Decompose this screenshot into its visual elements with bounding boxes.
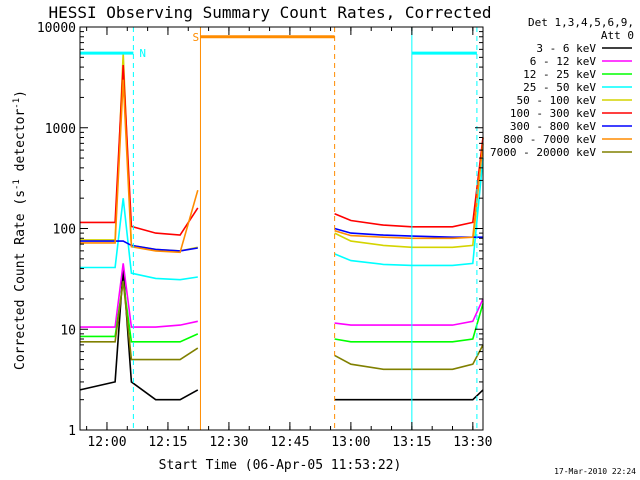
legend-label: 800 - 7000 keV <box>503 133 596 146</box>
timestamp: 17-Mar-2010 22:24 <box>554 467 636 476</box>
legend-label: 12 - 25 keV <box>523 68 596 81</box>
legend-label: 100 - 300 keV <box>510 107 596 120</box>
legend-label: 25 - 50 keV <box>523 81 596 94</box>
series-line-800-7000-before <box>80 79 199 254</box>
series-line-12-25-after <box>334 303 484 343</box>
x-axis-label: Start Time (06-Apr-05 11:53:22) <box>159 458 402 473</box>
series-line-25-50-after <box>334 158 484 267</box>
y-axis-label-sup: -1 <box>12 98 22 109</box>
series-line-6-12-before <box>80 263 198 328</box>
plot-area: N S 1 10 100 1000 10000 12:00 12:15 12:30 12:45 13:… <box>37 21 493 450</box>
y-axis-label-sup: -1 <box>12 179 22 190</box>
series-line-100-300-after <box>334 137 484 228</box>
series-line-50-100-before <box>80 53 198 252</box>
y-axis-label-part: ) <box>13 90 28 98</box>
legend-label: 6 - 12 keV <box>530 55 597 68</box>
x-tick-label: 12:15 <box>148 435 187 450</box>
y-axis-label-part: detector <box>13 109 28 180</box>
series-line-3-6-before <box>79 268 199 401</box>
x-tick-label: 12:45 <box>270 435 309 450</box>
series-line-25-50-before <box>80 198 198 281</box>
series-line-50-100-after <box>334 137 484 249</box>
chart-title: HESSI Observing Summary Count Rates, Cor… <box>48 3 491 22</box>
legend-label: 3 - 6 keV <box>536 42 596 55</box>
series-line-100-300-before <box>80 64 199 236</box>
series-line-12-25-before <box>80 281 199 343</box>
x-tick-label: 13:15 <box>392 435 431 450</box>
legend-header-2: Att 0 <box>601 29 634 42</box>
marker-label: S <box>192 31 199 44</box>
legend-label: 300 - 800 keV <box>510 120 596 133</box>
y-tick-label: 1 <box>68 424 76 439</box>
x-tick-label: 12:00 <box>87 435 126 450</box>
y-axis-label: Corrected Count Rate (s-1 detector-1) <box>12 90 28 370</box>
x-tick-label: 12:30 <box>209 435 248 450</box>
legend-label: 7000 - 20000 keV <box>490 146 596 159</box>
legend-label: 50 - 100 keV <box>517 94 597 107</box>
y-axis-label-part: Corrected Count Rate (s <box>13 190 28 370</box>
y-tick-label: 10 <box>60 323 76 338</box>
x-tick-label: 13:30 <box>453 435 492 450</box>
series-line-6-12-after <box>334 298 484 326</box>
series-line-7000-20000-after <box>334 344 484 371</box>
series-line-3-6-after <box>334 389 484 401</box>
series-line-800-7000-after <box>334 143 484 240</box>
series-line-7000-20000-before <box>80 281 199 361</box>
y-tick-label: 100 <box>53 223 76 238</box>
marker-label: N <box>139 47 146 60</box>
y-tick-label: 1000 <box>45 122 76 137</box>
y-tick-label: 10000 <box>37 21 76 36</box>
x-tick-label: 13:00 <box>331 435 370 450</box>
legend-header: Det 1,3,4,5,6,9, <box>528 16 634 29</box>
